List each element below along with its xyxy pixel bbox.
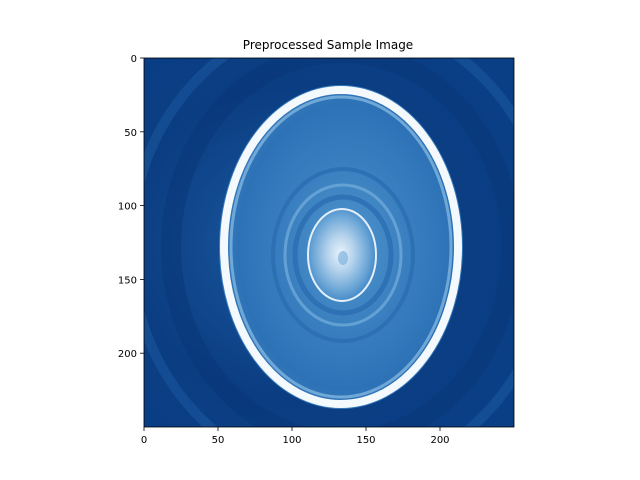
y-axis: 0 50 100 150 200 xyxy=(118,54,144,360)
axes-frame xyxy=(143,57,515,428)
x-axis: 0 50 100 150 200 xyxy=(141,427,450,446)
x-tick-label: 0 xyxy=(141,435,147,446)
x-tick-label: 100 xyxy=(282,435,301,446)
y-tick-label: 150 xyxy=(118,275,137,286)
y-tick-label: 100 xyxy=(118,202,137,213)
y-tick-label: 0 xyxy=(131,54,137,65)
y-tick-label: 200 xyxy=(118,349,137,360)
chart-title: Preprocessed Sample Image xyxy=(243,38,413,52)
x-tick-label: 50 xyxy=(212,435,225,446)
x-tick-label: 200 xyxy=(430,435,449,446)
y-tick-label: 50 xyxy=(124,128,137,139)
x-tick-label: 150 xyxy=(356,435,375,446)
sample-image xyxy=(144,58,514,427)
